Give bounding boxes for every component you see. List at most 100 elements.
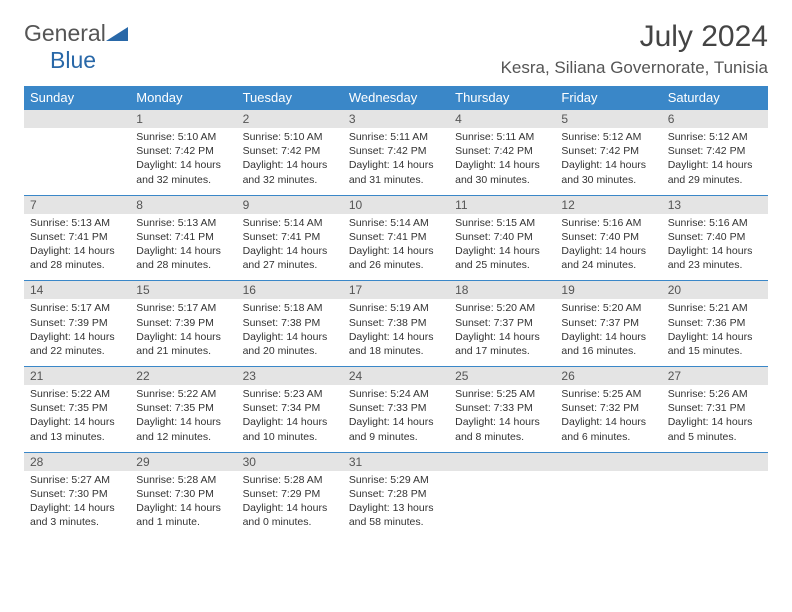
daylight-text: Daylight: 14 hours and 9 minutes.	[349, 415, 443, 443]
day-number: 31	[343, 452, 449, 471]
sunset-text: Sunset: 7:41 PM	[243, 230, 337, 244]
sunrise-text: Sunrise: 5:23 AM	[243, 387, 337, 401]
logo-word-general: General	[24, 20, 106, 46]
day-number: 3	[343, 110, 449, 129]
daylight-text: Daylight: 14 hours and 3 minutes.	[30, 501, 124, 529]
day-cell: Sunrise: 5:25 AMSunset: 7:33 PMDaylight:…	[449, 385, 555, 452]
month-title: July 2024	[501, 20, 768, 54]
day-cell: Sunrise: 5:27 AMSunset: 7:30 PMDaylight:…	[24, 471, 130, 538]
daylight-text: Daylight: 14 hours and 22 minutes.	[30, 330, 124, 358]
sunrise-text: Sunrise: 5:16 AM	[668, 216, 762, 230]
day-number	[662, 452, 768, 471]
sunset-text: Sunset: 7:33 PM	[455, 401, 549, 415]
daylight-text: Daylight: 14 hours and 27 minutes.	[243, 244, 337, 272]
sunrise-text: Sunrise: 5:13 AM	[136, 216, 230, 230]
day-number	[555, 452, 661, 471]
day-header: Tuesday	[237, 86, 343, 110]
daylight-text: Daylight: 14 hours and 32 minutes.	[136, 158, 230, 186]
sunrise-text: Sunrise: 5:24 AM	[349, 387, 443, 401]
day-header-row: Sunday Monday Tuesday Wednesday Thursday…	[24, 86, 768, 110]
sunrise-text: Sunrise: 5:17 AM	[136, 301, 230, 315]
sunrise-text: Sunrise: 5:12 AM	[561, 130, 655, 144]
sunrise-text: Sunrise: 5:27 AM	[30, 473, 124, 487]
day-cell: Sunrise: 5:23 AMSunset: 7:34 PMDaylight:…	[237, 385, 343, 452]
day-cell: Sunrise: 5:10 AMSunset: 7:42 PMDaylight:…	[130, 128, 236, 195]
sunset-text: Sunset: 7:40 PM	[455, 230, 549, 244]
week-number-row: 14151617181920	[24, 281, 768, 300]
day-cell	[449, 471, 555, 538]
sunset-text: Sunset: 7:38 PM	[349, 316, 443, 330]
day-cell: Sunrise: 5:21 AMSunset: 7:36 PMDaylight:…	[662, 299, 768, 366]
sunset-text: Sunset: 7:41 PM	[136, 230, 230, 244]
sunrise-text: Sunrise: 5:10 AM	[136, 130, 230, 144]
day-cell: Sunrise: 5:25 AMSunset: 7:32 PMDaylight:…	[555, 385, 661, 452]
daylight-text: Daylight: 14 hours and 30 minutes.	[455, 158, 549, 186]
day-number: 8	[130, 195, 236, 214]
day-number: 27	[662, 367, 768, 386]
day-header: Wednesday	[343, 86, 449, 110]
sunrise-text: Sunrise: 5:16 AM	[561, 216, 655, 230]
day-cell: Sunrise: 5:10 AMSunset: 7:42 PMDaylight:…	[237, 128, 343, 195]
calendar-page: General Blue July 2024 Kesra, Siliana Go…	[0, 0, 792, 557]
logo: General Blue	[24, 20, 128, 74]
calendar-body: 123456Sunrise: 5:10 AMSunset: 7:42 PMDay…	[24, 110, 768, 538]
day-cell	[662, 471, 768, 538]
day-number: 15	[130, 281, 236, 300]
day-number: 16	[237, 281, 343, 300]
sunset-text: Sunset: 7:41 PM	[30, 230, 124, 244]
day-header: Sunday	[24, 86, 130, 110]
week-number-row: 28293031	[24, 452, 768, 471]
day-cell: Sunrise: 5:17 AMSunset: 7:39 PMDaylight:…	[24, 299, 130, 366]
daylight-text: Daylight: 14 hours and 8 minutes.	[455, 415, 549, 443]
daylight-text: Daylight: 14 hours and 31 minutes.	[349, 158, 443, 186]
week-body-row: Sunrise: 5:22 AMSunset: 7:35 PMDaylight:…	[24, 385, 768, 452]
day-cell: Sunrise: 5:22 AMSunset: 7:35 PMDaylight:…	[130, 385, 236, 452]
day-cell: Sunrise: 5:19 AMSunset: 7:38 PMDaylight:…	[343, 299, 449, 366]
sunrise-text: Sunrise: 5:22 AM	[30, 387, 124, 401]
daylight-text: Daylight: 14 hours and 20 minutes.	[243, 330, 337, 358]
sunrise-text: Sunrise: 5:21 AM	[668, 301, 762, 315]
sunrise-text: Sunrise: 5:29 AM	[349, 473, 443, 487]
sunset-text: Sunset: 7:40 PM	[561, 230, 655, 244]
day-number	[24, 110, 130, 129]
day-cell: Sunrise: 5:13 AMSunset: 7:41 PMDaylight:…	[24, 214, 130, 281]
logo-word-blue: Blue	[50, 47, 96, 73]
daylight-text: Daylight: 14 hours and 29 minutes.	[668, 158, 762, 186]
sunrise-text: Sunrise: 5:28 AM	[243, 473, 337, 487]
daylight-text: Daylight: 14 hours and 28 minutes.	[30, 244, 124, 272]
daylight-text: Daylight: 14 hours and 12 minutes.	[136, 415, 230, 443]
day-number: 22	[130, 367, 236, 386]
day-number: 23	[237, 367, 343, 386]
sunset-text: Sunset: 7:31 PM	[668, 401, 762, 415]
day-cell: Sunrise: 5:26 AMSunset: 7:31 PMDaylight:…	[662, 385, 768, 452]
day-cell: Sunrise: 5:28 AMSunset: 7:29 PMDaylight:…	[237, 471, 343, 538]
day-cell: Sunrise: 5:16 AMSunset: 7:40 PMDaylight:…	[555, 214, 661, 281]
day-number: 4	[449, 110, 555, 129]
day-cell: Sunrise: 5:18 AMSunset: 7:38 PMDaylight:…	[237, 299, 343, 366]
daylight-text: Daylight: 14 hours and 18 minutes.	[349, 330, 443, 358]
week-number-row: 123456	[24, 110, 768, 129]
daylight-text: Daylight: 14 hours and 25 minutes.	[455, 244, 549, 272]
sunset-text: Sunset: 7:42 PM	[349, 144, 443, 158]
sunrise-text: Sunrise: 5:28 AM	[136, 473, 230, 487]
sunrise-text: Sunrise: 5:22 AM	[136, 387, 230, 401]
day-number: 11	[449, 195, 555, 214]
day-number: 7	[24, 195, 130, 214]
day-header: Thursday	[449, 86, 555, 110]
day-cell: Sunrise: 5:17 AMSunset: 7:39 PMDaylight:…	[130, 299, 236, 366]
daylight-text: Daylight: 14 hours and 26 minutes.	[349, 244, 443, 272]
day-cell	[24, 128, 130, 195]
sunrise-text: Sunrise: 5:20 AM	[455, 301, 549, 315]
day-number: 12	[555, 195, 661, 214]
sunset-text: Sunset: 7:35 PM	[136, 401, 230, 415]
day-number: 25	[449, 367, 555, 386]
day-number: 2	[237, 110, 343, 129]
daylight-text: Daylight: 14 hours and 6 minutes.	[561, 415, 655, 443]
day-number: 6	[662, 110, 768, 129]
daylight-text: Daylight: 14 hours and 16 minutes.	[561, 330, 655, 358]
logo-text: General Blue	[24, 20, 128, 74]
sunrise-text: Sunrise: 5:11 AM	[349, 130, 443, 144]
sunrise-text: Sunrise: 5:14 AM	[243, 216, 337, 230]
day-cell: Sunrise: 5:24 AMSunset: 7:33 PMDaylight:…	[343, 385, 449, 452]
title-block: July 2024 Kesra, Siliana Governorate, Tu…	[501, 20, 768, 78]
